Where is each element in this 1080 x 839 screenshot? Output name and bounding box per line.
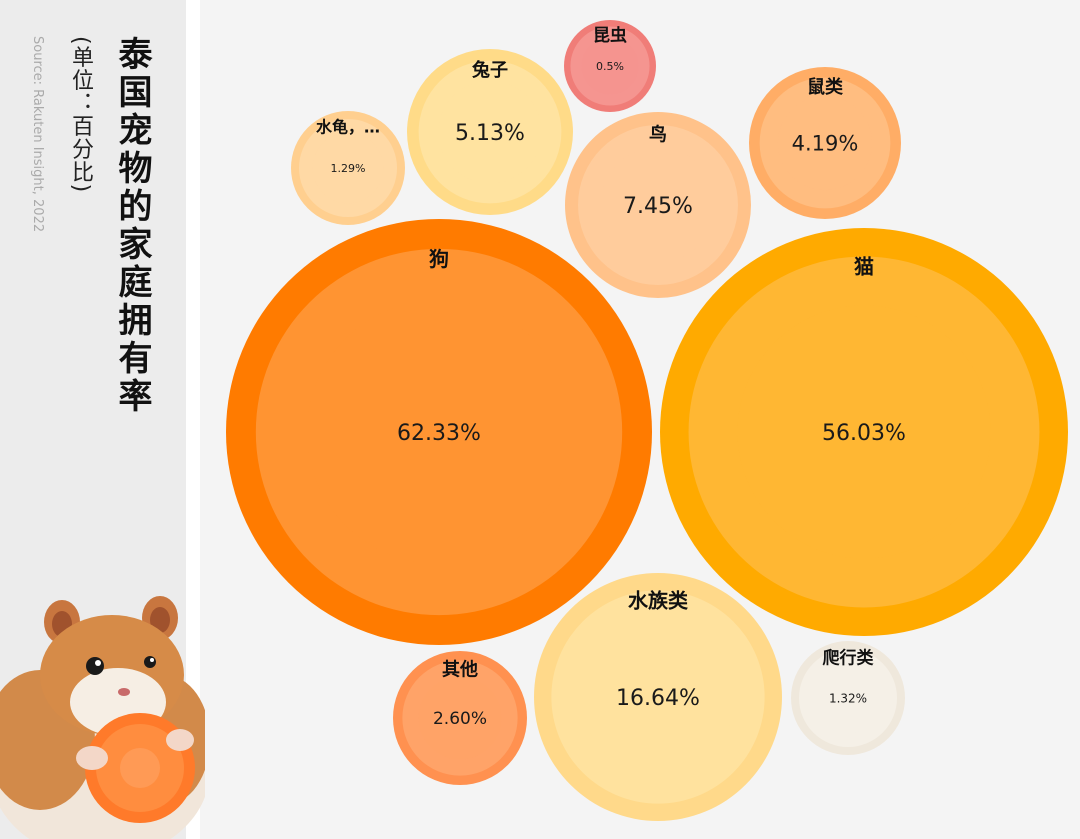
bubble-rodent: 鼠类 4.19%: [749, 67, 901, 219]
bubble-core-rodent: [777, 95, 873, 191]
chart-title: 泰国宠物的家庭拥有率: [112, 36, 152, 416]
bubble-value-insect: 0.5%: [596, 60, 624, 73]
bubble-value-cat: 56.03%: [822, 421, 906, 446]
bubble-core-rabbit: [438, 80, 542, 184]
bubble-value-bird: 7.45%: [623, 194, 693, 219]
bubble-label-insect: 昆虫: [593, 25, 627, 46]
bubble-label-rabbit: 兔子: [471, 59, 508, 81]
bubble-core-fish: [581, 620, 735, 774]
bubble-value-rabbit: 5.13%: [455, 121, 525, 146]
bubble-rabbit: 兔子 5.13%: [407, 49, 573, 215]
bubble-label-rodent: 鼠类: [807, 76, 844, 98]
bubble-other: 其他 2.60%: [393, 651, 527, 785]
bubble-turtle: 水龟，… 1.29%: [291, 111, 405, 225]
source-credit: Source: Rakuten Insight, 2022: [30, 36, 45, 233]
bubble-fish: 水族类 16.64%: [534, 573, 782, 821]
bubble-label-other: 其他: [442, 659, 478, 681]
bubble-value-turtle: 1.29%: [331, 162, 366, 175]
bubble-value-fish: 16.64%: [616, 686, 700, 711]
bubble-dog: 狗 62.33%: [226, 219, 652, 645]
bubble-core-other: [418, 676, 502, 760]
bubble-bird: 鸟 7.45%: [565, 112, 751, 298]
bubble-cat: 猫 56.03%: [660, 228, 1068, 636]
bubble-value-other: 2.60%: [433, 709, 487, 729]
bubble-value-rodent: 4.19%: [792, 132, 859, 156]
bubble-label-turtle: 水龟，…: [316, 118, 380, 137]
bubble-core-reptile: [812, 662, 884, 734]
divider: [186, 0, 200, 839]
bubble-label-fish: 水族类: [628, 588, 688, 612]
bubble-value-reptile: 1.32%: [829, 691, 867, 705]
unit-label: (单位：百分比): [68, 36, 93, 194]
bubble-core-insect: [581, 37, 639, 95]
bubble-core-bird: [600, 147, 716, 263]
hamster-illustration: [0, 596, 205, 839]
bubble-label-cat: 猫: [854, 255, 874, 279]
bubble-label-bird: 鸟: [649, 123, 667, 145]
bubble-core-dog: [306, 299, 572, 565]
bubble-label-reptile: 爬行类: [823, 647, 875, 668]
bubble-reptile: 爬行类 1.32%: [791, 641, 905, 755]
bubble-core-cat: [737, 305, 991, 559]
bubble-label-dog: 狗: [429, 247, 449, 271]
bubble-core-turtle: [312, 132, 384, 204]
bubble-value-dog: 62.33%: [397, 421, 481, 446]
bubble-insect: 昆虫 0.5%: [564, 20, 656, 112]
